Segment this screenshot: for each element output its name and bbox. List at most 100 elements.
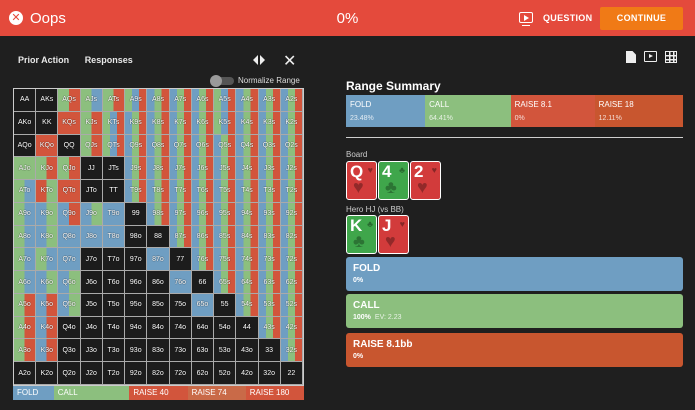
hand-cell[interactable]: 73s — [258, 248, 281, 272]
hand-cell[interactable]: AKs — [36, 89, 59, 112]
hand-cell[interactable]: J7s — [169, 157, 192, 181]
hand-cell[interactable]: TT — [102, 180, 126, 203]
hand-cell[interactable]: 92s — [280, 202, 303, 226]
tab-prior-action[interactable]: Prior Action — [18, 55, 70, 65]
grid-icon[interactable] — [665, 51, 677, 63]
hand-cell[interactable]: T3o — [102, 339, 126, 363]
hand-cell[interactable]: J9o — [80, 202, 103, 226]
action-call[interactable]: CALL 100% EV: 2.23 — [346, 294, 683, 328]
hand-cell[interactable]: J3o — [80, 339, 103, 363]
hand-cell[interactable]: A3s — [258, 89, 281, 112]
hand-cell[interactable]: 95s — [214, 202, 237, 226]
hand-cell[interactable]: Q7s — [169, 134, 192, 158]
hand-cell[interactable]: 52s — [280, 293, 303, 317]
hand-cell[interactable]: Q6s — [191, 134, 215, 158]
hand-cell[interactable]: K4s — [236, 111, 259, 135]
hand-cell[interactable]: Q2s — [280, 134, 303, 158]
hand-cell[interactable]: A7s — [169, 89, 192, 112]
hand-cell[interactable]: QTo — [58, 180, 81, 203]
hand-cell[interactable]: K5s — [214, 111, 237, 135]
hand-cell[interactable]: K7s — [169, 111, 192, 135]
hand-cell[interactable]: 99 — [125, 202, 148, 226]
hand-cell[interactable]: 43o — [236, 339, 259, 363]
hand-cell[interactable]: 52o — [214, 362, 237, 385]
hand-cell[interactable]: Q3s — [258, 134, 281, 158]
hand-cell[interactable]: J2s — [280, 157, 303, 181]
hand-cell[interactable]: Q4o — [58, 316, 81, 340]
hand-cell[interactable]: 65o — [191, 293, 215, 317]
hand-cell[interactable]: 64o — [191, 316, 215, 340]
document-icon[interactable] — [626, 51, 636, 63]
hand-cell[interactable]: Q9o — [58, 202, 81, 226]
hand-cell[interactable]: 82o — [147, 362, 170, 385]
hand-cell[interactable]: K6o — [36, 271, 59, 294]
hand-cell[interactable]: JTs — [102, 157, 126, 181]
hand-cell[interactable]: 85s — [214, 225, 237, 249]
hand-cell[interactable]: A7o — [14, 248, 37, 272]
hand-cell[interactable]: T7s — [169, 180, 192, 203]
hand-cell[interactable]: 33 — [258, 339, 281, 363]
hand-cell[interactable]: 64s — [236, 271, 259, 294]
hand-cell[interactable]: T2s — [280, 180, 303, 203]
hand-cell[interactable]: 96o — [125, 271, 148, 294]
hand-cell[interactable]: T8s — [147, 180, 170, 203]
hand-cell[interactable]: 32s — [280, 339, 303, 363]
hand-cell[interactable]: AKo — [14, 111, 37, 135]
hand-cell[interactable]: 53s — [258, 293, 281, 317]
hand-cell[interactable]: K2s — [280, 111, 303, 135]
hand-cell[interactable]: J6o — [80, 271, 103, 294]
hand-cell[interactable]: A9o — [14, 202, 37, 226]
hand-cell[interactable]: A8o — [14, 225, 37, 249]
continue-button[interactable]: CONTINUE — [600, 7, 683, 30]
hand-cell[interactable]: QQ — [58, 134, 81, 158]
hand-cell[interactable]: J9s — [125, 157, 148, 181]
hand-cell[interactable]: 74s — [236, 248, 259, 272]
hand-cell[interactable]: 42o — [236, 362, 259, 385]
hand-cell[interactable]: ATo — [14, 180, 37, 203]
normalize-toggle[interactable] — [210, 75, 234, 87]
hand-cell[interactable]: 94o — [125, 316, 148, 340]
hand-cell[interactable]: 93o — [125, 339, 148, 363]
hand-cell[interactable]: A2o — [14, 362, 37, 385]
hand-cell[interactable]: 44 — [236, 316, 259, 340]
hand-cell[interactable]: 97o — [125, 248, 148, 272]
hand-cell[interactable]: K9o — [36, 202, 59, 226]
hand-cell[interactable]: Q5o — [58, 293, 81, 317]
hand-cell[interactable]: KTs — [102, 111, 126, 135]
hand-cell[interactable]: JJ — [80, 157, 103, 181]
hand-cell[interactable]: 94s — [236, 202, 259, 226]
hand-cell[interactable]: 86s — [191, 225, 215, 249]
hand-cell[interactable]: KQo — [36, 134, 59, 158]
hand-cell[interactable]: 62o — [191, 362, 215, 385]
hand-cell[interactable]: AQo — [14, 134, 37, 158]
hand-cell[interactable]: Q8o — [58, 225, 81, 249]
hand-cell[interactable]: K4o — [36, 316, 59, 340]
question-button[interactable]: QUESTION — [543, 13, 593, 23]
hand-cell[interactable]: Q3o — [58, 339, 81, 363]
hand-cell[interactable]: T9s — [125, 180, 148, 203]
hand-cell[interactable]: A9s — [125, 89, 148, 112]
hand-cell[interactable]: KJs — [80, 111, 103, 135]
hand-cell[interactable]: J8o — [80, 225, 103, 249]
hand-cell[interactable]: T6o — [102, 271, 126, 294]
hand-cell[interactable]: 92o — [125, 362, 148, 385]
hand-cell[interactable]: A6o — [14, 271, 37, 294]
hand-cell[interactable]: T2o — [102, 362, 126, 385]
hand-cell[interactable]: KTo — [36, 180, 59, 203]
action-fold[interactable]: FOLD 0% — [346, 257, 683, 291]
hand-cell[interactable]: T8o — [102, 225, 126, 249]
hand-cell[interactable]: K3o — [36, 339, 59, 363]
hand-cell[interactable]: A4s — [236, 89, 259, 112]
hand-cell[interactable]: KQs — [58, 111, 81, 135]
hand-cell[interactable]: 84s — [236, 225, 259, 249]
hand-cell[interactable]: A3o — [14, 339, 37, 363]
hand-cell[interactable]: Q4s — [236, 134, 259, 158]
hand-cell[interactable]: K8o — [36, 225, 59, 249]
hand-cell[interactable]: T4s — [236, 180, 259, 203]
hand-cell[interactable]: T6s — [191, 180, 215, 203]
hand-cell[interactable]: 84o — [147, 316, 170, 340]
hand-cell[interactable]: 22 — [280, 362, 303, 385]
hand-cell[interactable]: T5o — [102, 293, 126, 317]
hand-cell[interactable]: K7o — [36, 248, 59, 272]
hand-cell[interactable]: 72o — [169, 362, 192, 385]
